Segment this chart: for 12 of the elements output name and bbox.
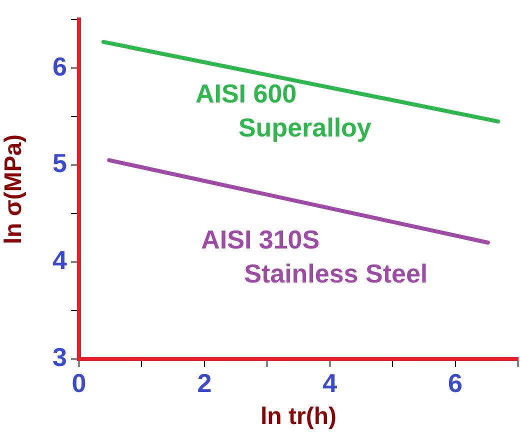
y-tick-label: 4 [52,245,68,276]
y-tick-label: 6 [52,51,67,82]
x-tick-label: 0 [72,368,86,398]
x-tick-label: 4 [322,368,338,398]
x-axis-title: ln tr(h) [260,403,336,430]
y-tick-label: 3 [52,342,67,372]
series-label: AISI 600 Superalloy [195,78,372,143]
y-axis-title: ln σ(MPa) [0,134,28,244]
x-tick-label: 2 [197,368,212,398]
y-tick-label: 5 [52,148,67,178]
series-label: AISI 310S Stainless Steel [201,224,428,288]
x-tick-label: 6 [448,368,463,398]
